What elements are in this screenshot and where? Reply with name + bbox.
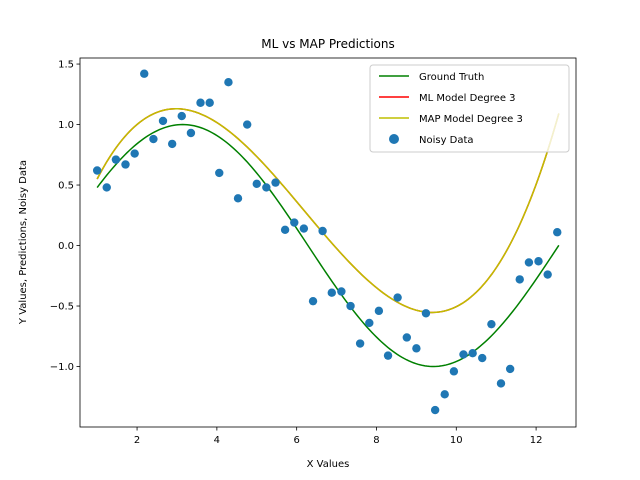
data-point bbox=[299, 224, 309, 233]
data-point bbox=[524, 258, 534, 267]
data-point bbox=[440, 390, 449, 399]
data-point bbox=[224, 78, 233, 87]
x-tick-label: 12 bbox=[530, 435, 543, 446]
x-tick-label: 4 bbox=[214, 435, 220, 446]
y-tick-label: 0.5 bbox=[58, 181, 74, 192]
data-point bbox=[459, 350, 468, 359]
data-point bbox=[111, 155, 121, 164]
series-line-ground-truth bbox=[96, 123, 560, 368]
legend-box bbox=[369, 64, 570, 153]
data-point bbox=[167, 139, 177, 149]
data-point bbox=[280, 225, 290, 234]
data-point bbox=[449, 367, 459, 376]
legend-label-noisy-data: Noisy Data bbox=[419, 135, 474, 146]
data-point bbox=[383, 351, 393, 360]
data-point bbox=[290, 218, 299, 227]
data-point bbox=[468, 349, 477, 358]
data-point bbox=[374, 306, 384, 316]
x-tick-label: 6 bbox=[293, 435, 299, 446]
data-point bbox=[215, 168, 224, 178]
data-point bbox=[496, 379, 506, 388]
data-point bbox=[177, 111, 186, 121]
data-point bbox=[205, 98, 214, 107]
y-tick-label: 1.5 bbox=[58, 60, 74, 71]
x-tick-label: 2 bbox=[134, 435, 140, 446]
data-point bbox=[355, 339, 365, 348]
data-point bbox=[337, 287, 346, 296]
data-point bbox=[158, 116, 168, 126]
axes-frame bbox=[79, 57, 577, 428]
legend-label-ml-model: ML Model Degree 3 bbox=[419, 93, 516, 104]
y-tick-label: −0.5 bbox=[50, 302, 74, 313]
data-point bbox=[262, 183, 271, 192]
data-point bbox=[346, 301, 355, 311]
data-point bbox=[515, 275, 524, 284]
data-point bbox=[252, 179, 261, 189]
y-tick-label: −1.0 bbox=[50, 362, 74, 373]
data-point bbox=[102, 183, 111, 192]
data-point bbox=[553, 228, 562, 237]
data-point bbox=[233, 194, 243, 203]
x-axis-label: X Values bbox=[307, 459, 350, 470]
data-point bbox=[365, 318, 374, 328]
legend: Ground Truth ML Model Degree 3 MAP Model… bbox=[369, 64, 570, 153]
data-point bbox=[534, 257, 543, 266]
x-tick-label: 10 bbox=[450, 435, 463, 446]
axis-ticks: 2 4 6 8 10 12 −1.0 −0.5 0.0 0.5 1.0 1.5 bbox=[50, 60, 543, 446]
data-point bbox=[318, 226, 327, 236]
data-point bbox=[421, 309, 431, 318]
legend-label-map-model: MAP Model Degree 3 bbox=[419, 114, 523, 125]
data-point bbox=[487, 319, 496, 329]
data-point bbox=[121, 160, 130, 169]
data-point bbox=[327, 288, 336, 297]
plot-area bbox=[92, 69, 562, 415]
data-point bbox=[149, 134, 158, 144]
data-point bbox=[505, 364, 515, 374]
legend-label-ground-truth: Ground Truth bbox=[419, 72, 484, 83]
data-point bbox=[130, 149, 139, 158]
data-point bbox=[430, 405, 440, 415]
data-point bbox=[543, 270, 552, 279]
data-point bbox=[478, 353, 487, 363]
y-axis-label: Y Values, Predictions, Noisy Data bbox=[18, 160, 29, 325]
data-point bbox=[186, 128, 196, 138]
data-point bbox=[140, 69, 149, 78]
data-point bbox=[196, 98, 205, 107]
data-point bbox=[243, 120, 252, 129]
data-point bbox=[271, 178, 280, 187]
data-point bbox=[92, 166, 102, 175]
chart-title: ML vs MAP Predictions bbox=[261, 37, 395, 51]
series-line-map-model-degree-3 bbox=[96, 107, 560, 314]
legend-swatch-noisy-data bbox=[389, 134, 399, 144]
x-tick-label: 8 bbox=[373, 435, 379, 446]
y-tick-label: 0.0 bbox=[58, 241, 74, 252]
y-tick-label: 1.0 bbox=[58, 120, 74, 131]
data-point bbox=[412, 344, 421, 353]
data-point bbox=[308, 296, 318, 306]
data-point bbox=[393, 293, 402, 302]
data-point bbox=[402, 333, 412, 342]
